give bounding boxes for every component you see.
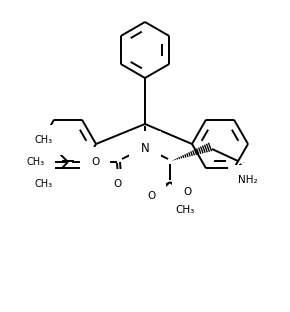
Text: O: O <box>183 187 191 197</box>
Text: O: O <box>253 173 261 183</box>
Text: CH₃: CH₃ <box>35 135 53 145</box>
Text: O: O <box>91 157 99 167</box>
Text: CH₃: CH₃ <box>35 179 53 189</box>
Text: NH₂: NH₂ <box>238 175 258 185</box>
Text: N: N <box>141 143 149 155</box>
Text: CH₃: CH₃ <box>27 157 45 167</box>
Text: O: O <box>147 191 155 201</box>
Text: CH₃: CH₃ <box>175 205 195 215</box>
Text: O: O <box>114 179 122 189</box>
